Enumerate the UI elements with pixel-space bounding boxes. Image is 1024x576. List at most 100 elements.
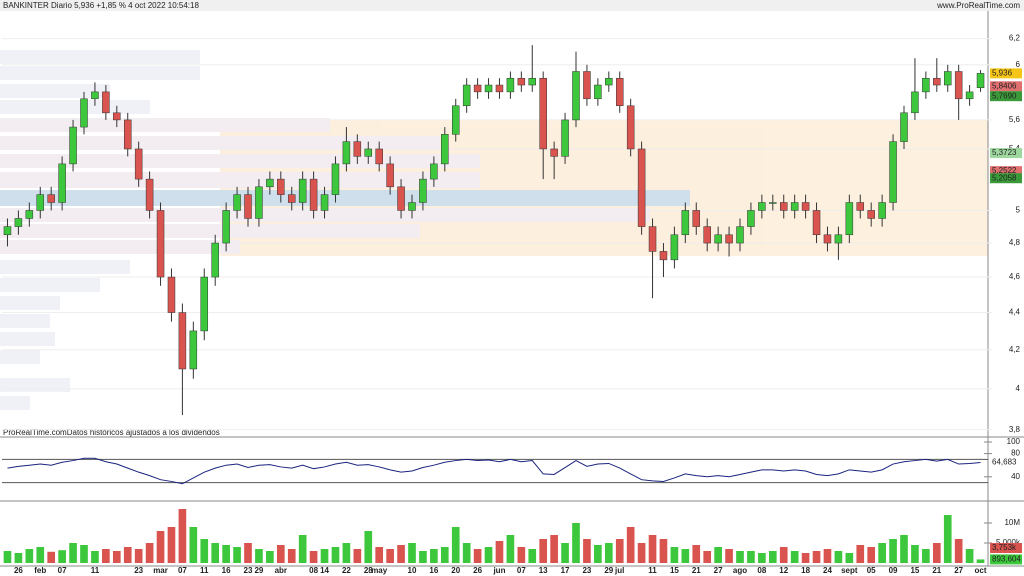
x-tick-label: 26 — [473, 566, 482, 575]
candle-body — [561, 119, 569, 157]
candle-body — [823, 234, 832, 244]
candle-body — [233, 194, 241, 211]
y-tick-label: 6,2 — [1009, 34, 1021, 43]
candle-body — [441, 134, 449, 165]
y-tick-label: 6 — [1016, 60, 1021, 69]
volume-bar — [561, 543, 569, 563]
candle-body — [725, 234, 733, 244]
candle-body — [911, 91, 919, 114]
x-tick-label: may — [371, 566, 388, 575]
volume-bar — [69, 543, 77, 563]
y-tick-label: 100 — [1007, 437, 1021, 446]
candle-body — [922, 77, 930, 93]
volume-bar — [451, 527, 460, 563]
volume-bar — [145, 543, 154, 563]
volume-bar — [25, 549, 34, 563]
volume-bar — [911, 545, 919, 563]
volume-bar — [779, 547, 788, 563]
x-tick-label: 20 — [451, 566, 460, 575]
x-tick-label: 11 — [91, 566, 100, 575]
candle-body — [626, 105, 635, 150]
candle-body — [255, 186, 263, 219]
candle-body — [69, 126, 77, 165]
value-tag — [990, 173, 1022, 184]
value-tag-label: 5,8406 — [992, 81, 1017, 90]
volume-bar — [233, 547, 241, 563]
candle-body — [178, 312, 187, 370]
candle-body — [943, 71, 952, 86]
volume-bar — [604, 543, 613, 563]
x-tick-label: 23 — [244, 566, 253, 575]
x-tick-label: 11 — [200, 566, 209, 575]
candle-body — [189, 330, 198, 370]
candle-body — [309, 178, 318, 211]
volume-bar — [14, 553, 23, 563]
x-tick-label: 26 — [14, 566, 23, 575]
volume-bar — [506, 535, 515, 563]
candle-body — [36, 194, 45, 211]
volume-bar — [768, 551, 777, 563]
candle-body — [167, 276, 176, 313]
candle-body — [145, 178, 154, 211]
oscillator-line — [7, 457, 981, 485]
volume-bar — [703, 551, 712, 563]
candle-body — [134, 148, 143, 180]
volume-bar — [583, 539, 591, 563]
candle-body — [758, 202, 766, 211]
candle-body — [517, 77, 526, 86]
candle-body — [769, 202, 777, 204]
volume-bar — [309, 551, 318, 563]
volume-bar — [637, 543, 646, 563]
y-tick-label: 5,6 — [1009, 115, 1021, 124]
candle-body — [484, 84, 493, 93]
x-tick-label: 18 — [801, 566, 810, 575]
candle-body — [747, 210, 755, 227]
candle-body — [845, 202, 854, 236]
x-tick-label: 15 — [670, 566, 679, 575]
candle-body — [965, 91, 974, 100]
candle-body — [954, 71, 963, 100]
volume-bar — [714, 547, 722, 563]
x-tick-label: 08 — [757, 566, 766, 575]
volume-bar — [528, 549, 537, 563]
x-tick-label: 07 — [517, 566, 526, 575]
candle-body — [266, 178, 274, 188]
x-tick-label: 07 — [178, 566, 187, 575]
candle-body — [933, 77, 941, 86]
candle-body — [364, 148, 373, 157]
candle-body — [605, 77, 613, 86]
header-bar — [0, 0, 1024, 11]
volume-bar — [200, 539, 209, 563]
x-tick-label: oct — [975, 566, 987, 575]
candle-body — [473, 84, 482, 93]
candle-body — [714, 234, 722, 244]
volume-bar — [736, 551, 744, 563]
volume-bar — [80, 545, 88, 563]
volume-bar — [419, 551, 427, 563]
x-tick-label: sept — [841, 566, 858, 575]
candle-body — [211, 242, 219, 278]
candle-body — [386, 163, 394, 188]
candle-body — [397, 186, 405, 211]
candle-body — [648, 226, 657, 252]
candle-body — [539, 77, 547, 150]
candle-body — [637, 148, 646, 227]
volume-bar — [845, 553, 854, 563]
x-tick-label: 12 — [779, 566, 788, 575]
value-tag — [990, 457, 1022, 468]
candle-body — [102, 91, 110, 114]
volume-bar — [867, 547, 876, 563]
volume-bar — [834, 551, 843, 563]
volume-bar — [342, 543, 351, 563]
y-tick-label: 80 — [1011, 449, 1020, 458]
candle-body — [156, 210, 165, 278]
volume-bar — [943, 515, 952, 563]
volume-bar — [3, 551, 12, 563]
candle-body — [528, 77, 537, 86]
volume-bar — [932, 543, 941, 563]
value-tag — [990, 81, 1022, 92]
volume-bar — [648, 535, 657, 563]
candle-body — [495, 84, 504, 93]
value-tag-label: 5,2058 — [992, 173, 1017, 182]
volume-bar — [747, 551, 755, 563]
